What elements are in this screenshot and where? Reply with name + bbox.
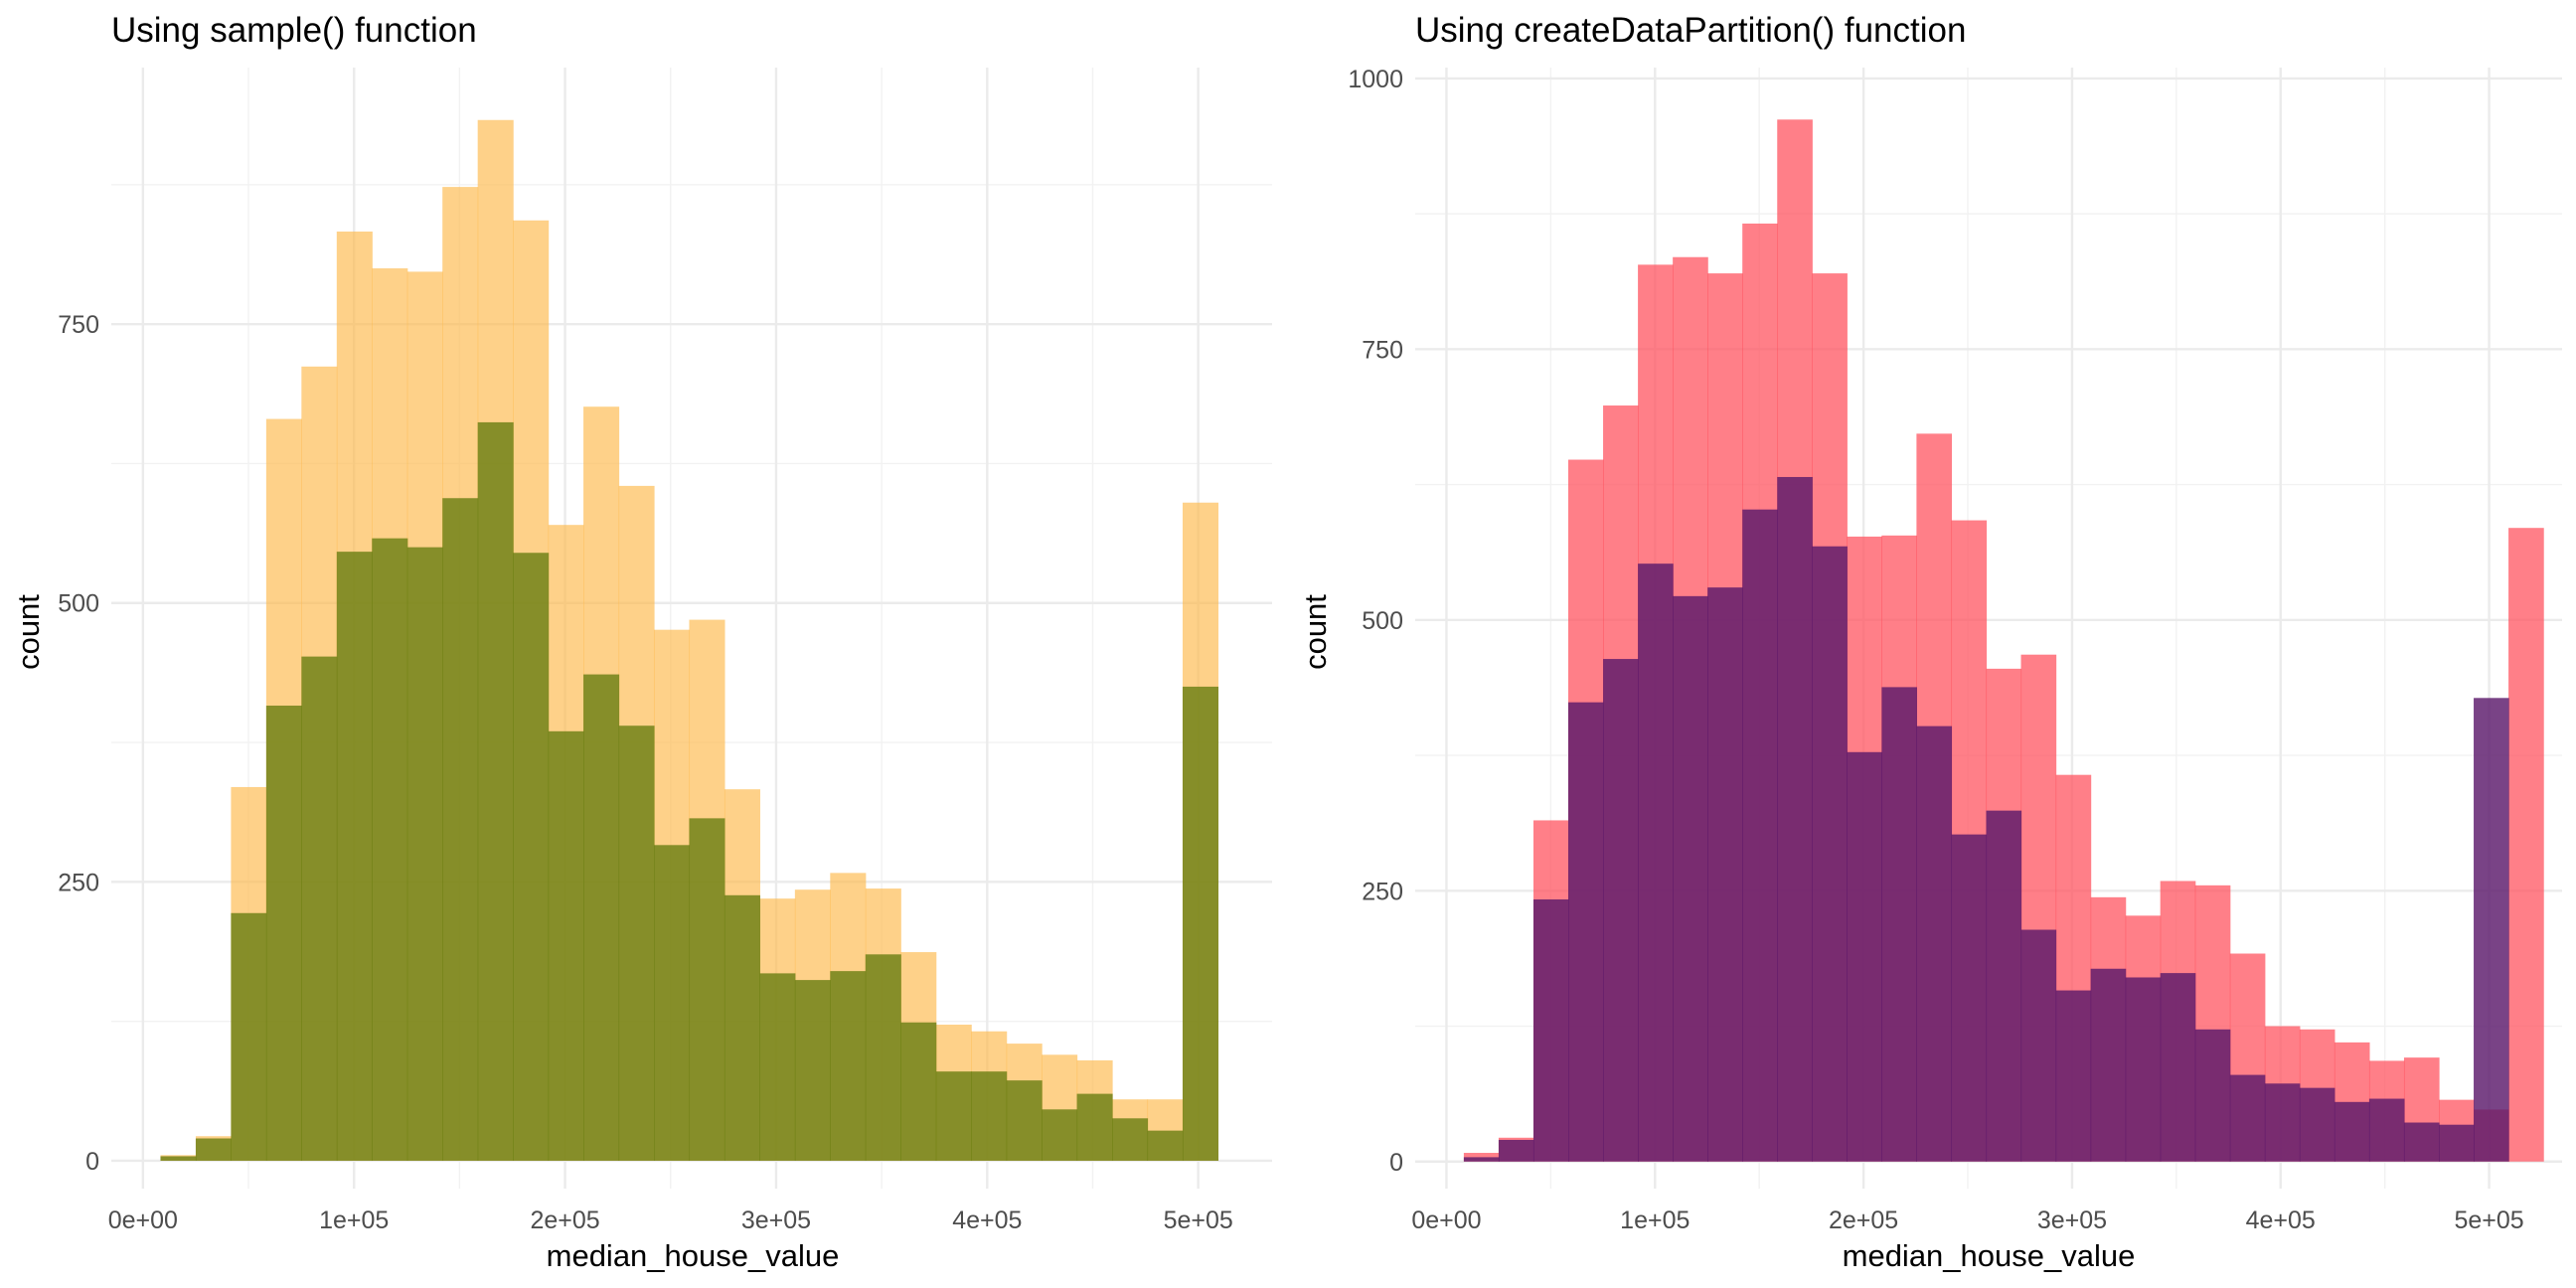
histogram-bar	[1881, 687, 1917, 1162]
histogram-bar	[1916, 725, 1953, 1162]
histogram-bar	[442, 498, 479, 1161]
histogram-bar	[724, 894, 760, 1161]
histogram-bar	[477, 421, 514, 1161]
y-tick-label: 500	[58, 590, 99, 618]
y-tick-label: 250	[1362, 878, 1403, 905]
histogram-bar	[1812, 546, 1848, 1162]
histogram-bar	[2264, 1083, 2301, 1162]
histogram-bar	[689, 818, 725, 1161]
histogram-bar	[1042, 1109, 1078, 1161]
histogram-bar	[1532, 899, 1569, 1162]
x-tick-label: 0e+00	[108, 1207, 178, 1234]
histogram-bar	[1463, 1157, 1500, 1162]
x-tick-label: 3e+05	[2037, 1207, 2107, 1234]
x-tick-label: 5e+05	[2454, 1207, 2523, 1234]
histogram-bar	[935, 1071, 972, 1161]
histogram-bar	[1742, 509, 1778, 1162]
histogram-bar	[1568, 702, 1604, 1162]
histogram-bar	[2055, 990, 2092, 1162]
panel-createdatapartition: Using createDataPartition() function cou…	[1298, 11, 2562, 1273]
histogram-bar	[406, 547, 443, 1161]
histogram-bar	[1603, 659, 1639, 1162]
panel-title: Using createDataPartition() function	[1415, 11, 1966, 50]
histogram-bar	[1076, 1093, 1113, 1161]
histogram-bar	[513, 553, 550, 1161]
histogram-bar	[301, 656, 338, 1161]
histogram-bar	[759, 973, 796, 1161]
histogram-bar	[2194, 1029, 2231, 1162]
histogram-bar	[2439, 1124, 2475, 1162]
y-tick-label: 750	[1362, 336, 1403, 364]
histogram-bar	[160, 1156, 197, 1161]
histogram-bar	[583, 674, 620, 1161]
tick-labels: 0e+00 1e+05 2e+05 3e+05 4e+05 5e+05 0 250 500 750	[58, 311, 1233, 1234]
series-1	[1463, 476, 2509, 1162]
histogram-bar	[2334, 1101, 2370, 1162]
x-tick-label: 0e+00	[1411, 1207, 1481, 1234]
histogram-bar	[2229, 1074, 2266, 1162]
histogram-bar	[548, 730, 584, 1161]
histogram-bar	[1006, 1080, 1043, 1161]
histogram-bar	[265, 706, 302, 1161]
panel-title: Using sample() function	[111, 11, 477, 50]
histogram-bar	[2090, 968, 2127, 1162]
histogram-bar	[1673, 595, 1708, 1162]
tick-labels: 0e+00 1e+05 2e+05 3e+05 4e+05 5e+05 0 250 500 750…	[1348, 66, 2523, 1234]
histogram-bar	[231, 912, 267, 1161]
histogram-bar	[2508, 528, 2544, 1162]
histogram-bar	[195, 1138, 233, 1161]
histogram-bar	[653, 845, 691, 1161]
histogram-bar	[1498, 1139, 1534, 1162]
histogram-bar	[1112, 1118, 1149, 1161]
series-1	[160, 421, 1219, 1161]
y-tick-label: 750	[58, 311, 99, 339]
histogram-bar	[1777, 476, 1813, 1162]
histogram-bar	[336, 552, 373, 1161]
x-tick-label: 1e+05	[319, 1207, 389, 1234]
histogram-bar	[830, 971, 867, 1161]
y-tick-label: 500	[1362, 607, 1403, 635]
histogram-bar	[2403, 1122, 2440, 1162]
x-tick-label: 5e+05	[1164, 1207, 1233, 1234]
histogram-bar	[865, 954, 901, 1161]
histogram-bar	[794, 980, 831, 1161]
x-tick-label: 2e+05	[530, 1207, 599, 1234]
panel-sample: Using sample() function count median_hou…	[11, 11, 1272, 1273]
x-axis-title: median_house_value	[1843, 1238, 2136, 1273]
histogram-bar	[2474, 698, 2509, 1162]
y-axis-title: count	[11, 594, 46, 670]
histogram-bar	[2125, 977, 2162, 1162]
histogram-bar	[971, 1071, 1008, 1161]
y-axis-title: count	[1298, 594, 1333, 670]
x-tick-label: 1e+05	[1620, 1207, 1690, 1234]
x-axis-title: median_house_value	[547, 1238, 840, 1273]
histogram-bar	[1847, 751, 1882, 1162]
x-tick-label: 3e+05	[741, 1207, 811, 1234]
x-tick-label: 4e+05	[952, 1207, 1022, 1234]
histogram-bar	[372, 538, 408, 1161]
y-tick-label: 0	[85, 1148, 99, 1176]
histogram-bar	[1147, 1130, 1184, 1161]
histogram-bar	[2368, 1098, 2405, 1162]
histogram-bar	[1638, 564, 1674, 1162]
histogram-bar	[2160, 973, 2196, 1162]
histogram-bar	[1951, 834, 1988, 1162]
y-tick-label: 250	[58, 869, 99, 896]
histogram-bar	[900, 1022, 937, 1161]
histogram-bar	[1182, 686, 1219, 1161]
y-tick-label: 0	[1389, 1149, 1403, 1177]
histogram-bar	[2020, 929, 2057, 1162]
x-tick-label: 2e+05	[1829, 1207, 1898, 1234]
histogram-bar	[1986, 810, 2022, 1162]
x-tick-label: 4e+05	[2246, 1207, 2316, 1234]
y-tick-label: 1000	[1348, 66, 1403, 93]
histogram-bar	[618, 725, 655, 1161]
histogram-bar	[1707, 587, 1743, 1162]
histogram-bar	[2299, 1087, 2335, 1162]
